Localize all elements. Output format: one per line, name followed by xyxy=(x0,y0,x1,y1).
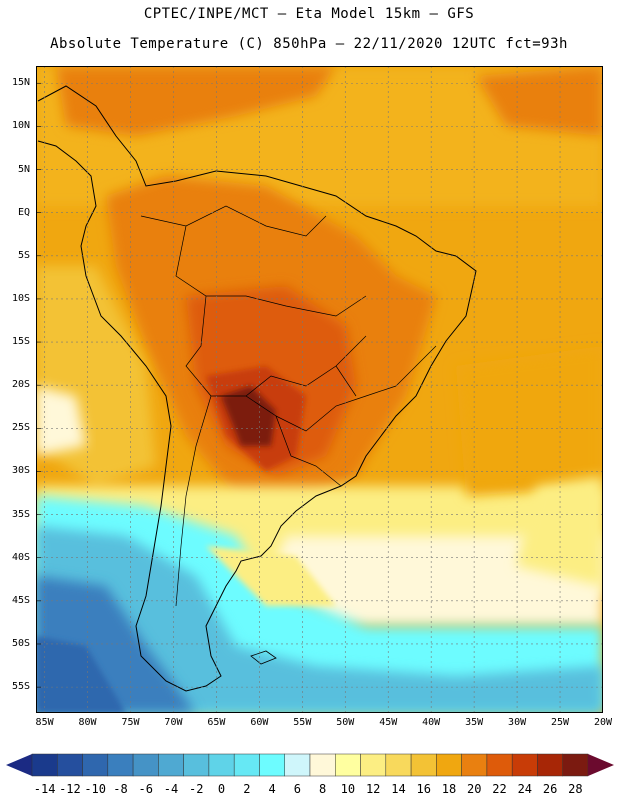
lon-label: 60W xyxy=(250,717,269,728)
colorbar-swatch xyxy=(486,753,513,777)
colorbar-swatch xyxy=(183,753,210,777)
colorbar-label: 18 xyxy=(441,782,457,796)
lat-label: 45S xyxy=(11,594,30,606)
lon-label: 40W xyxy=(422,717,441,728)
colorbar-label: -14 xyxy=(33,782,56,796)
lon-label: 80W xyxy=(78,717,97,728)
colorbar-swatch xyxy=(284,753,311,777)
lon-label: 45W xyxy=(379,717,398,728)
colorbar-swatch xyxy=(309,753,336,777)
colorbar-swatch xyxy=(511,753,538,777)
lon-label: 75W xyxy=(121,717,140,728)
falkland-islands xyxy=(250,650,277,665)
colorbar-label: -2 xyxy=(189,782,204,796)
colorbar-swatch xyxy=(107,753,134,777)
lat-label: 40S xyxy=(11,551,30,563)
lat-label: 20S xyxy=(11,379,30,391)
colorbar xyxy=(6,753,614,777)
map-border xyxy=(36,66,603,713)
lon-label: 30W xyxy=(508,717,527,728)
lat-label: 5N xyxy=(17,163,30,175)
colorbar-label: 28 xyxy=(568,782,583,796)
lat-label: 30S xyxy=(11,465,30,477)
lat-label: 10N xyxy=(11,120,30,132)
lat-label: 50S xyxy=(11,637,30,649)
colorbar-label: 14 xyxy=(391,782,406,796)
lat-label: 15N xyxy=(11,77,30,89)
lat-label: 35S xyxy=(11,508,30,520)
colorbar-swatch xyxy=(461,753,488,777)
colorbar-under-arrow xyxy=(6,754,32,776)
colorbar-label: 0 xyxy=(217,782,226,796)
lon-label: 20W xyxy=(593,717,613,728)
colorbar-label: 24 xyxy=(517,782,533,796)
colorbar-label: -6 xyxy=(138,782,153,796)
colorbar-swatch xyxy=(436,753,462,777)
field-south-deepblue xyxy=(36,636,126,713)
field-chaco-hottest xyxy=(221,386,276,446)
lat-label: 10S xyxy=(11,292,30,304)
colorbar-label: -8 xyxy=(113,782,128,796)
colorbar-label: 6 xyxy=(293,782,301,796)
colorbar-swatch xyxy=(82,753,109,777)
south-america-coastline xyxy=(37,85,477,692)
map-title-line1: CPTEC/INPE/MCT – Eta Model 15km – GFS xyxy=(143,6,475,22)
colorbar-swatch xyxy=(158,753,184,777)
country-borders xyxy=(140,205,437,607)
lon-label: 25W xyxy=(551,717,570,728)
lon-label: 35W xyxy=(465,717,484,728)
colorbar-label: -12 xyxy=(59,782,81,796)
lon-label: 70W xyxy=(164,717,183,728)
colorbar-swatch xyxy=(132,753,159,777)
colorbar-label: -4 xyxy=(163,782,179,796)
colorbar-swatch xyxy=(537,753,563,777)
lon-label: 55W xyxy=(293,717,312,728)
map-title-line2: Absolute Temperature (C) 850hPa – 22/11/… xyxy=(50,36,568,52)
colorbar-label: 10 xyxy=(340,782,356,796)
colorbar-label: 2 xyxy=(243,782,251,796)
field-south-lightblue xyxy=(36,526,603,713)
lat-label: EQ xyxy=(17,206,30,218)
lat-label: 15S xyxy=(11,336,30,348)
colorbar-swatch xyxy=(31,753,58,777)
lat-label: 55S xyxy=(11,681,30,693)
colorbar-label: 4 xyxy=(268,782,276,796)
colorbar-label: 26 xyxy=(542,782,558,796)
lon-label: 50W xyxy=(336,717,355,728)
field-pacific-pale xyxy=(36,386,86,456)
lon-label: 65W xyxy=(207,717,226,728)
colorbar-swatch xyxy=(385,753,412,777)
colorbar-over-arrow xyxy=(588,754,614,776)
colorbar-swatch xyxy=(57,753,83,777)
colorbar-swatch xyxy=(410,753,437,777)
field-east-pale xyxy=(516,476,603,586)
colorbar-label: 22 xyxy=(492,782,507,796)
field-east-warm xyxy=(456,346,603,496)
lon-label: 85W xyxy=(35,717,54,728)
colorbar-label: 20 xyxy=(467,782,482,796)
colorbar-swatch xyxy=(562,753,589,777)
colorbar-swatch xyxy=(233,753,260,777)
colorbar-label: 8 xyxy=(319,782,327,796)
colorbar-swatch xyxy=(360,753,387,777)
lat-label: 25S xyxy=(11,422,30,434)
lat-label: 5S xyxy=(17,249,30,261)
colorbar-swatch xyxy=(208,753,235,777)
map-frame xyxy=(36,66,603,713)
colorbar-swatch xyxy=(259,753,285,777)
colorbar-swatch xyxy=(335,753,361,777)
colorbar-label: 12 xyxy=(365,782,381,796)
colorbar-label: -10 xyxy=(84,782,107,796)
field-sw-paleband xyxy=(206,546,336,606)
temperature-map xyxy=(36,66,603,713)
colorbar-label: 16 xyxy=(416,782,431,796)
